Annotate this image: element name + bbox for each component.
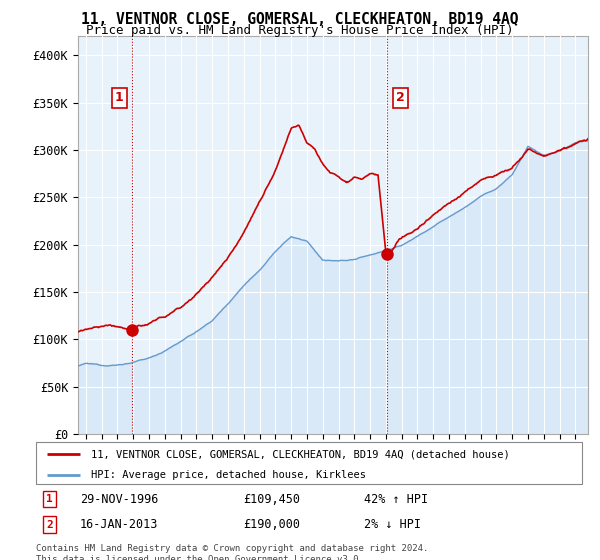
Text: 16-JAN-2013: 16-JAN-2013	[80, 519, 158, 531]
Text: 1: 1	[46, 494, 53, 504]
Text: 2: 2	[46, 520, 53, 530]
Text: £190,000: £190,000	[244, 519, 301, 531]
FancyBboxPatch shape	[36, 442, 582, 484]
Text: 29-NOV-1996: 29-NOV-1996	[80, 493, 158, 506]
Text: 1: 1	[115, 91, 124, 104]
Text: 2% ↓ HPI: 2% ↓ HPI	[364, 519, 421, 531]
Text: 2: 2	[397, 91, 405, 104]
Text: £109,450: £109,450	[244, 493, 301, 506]
Text: HPI: Average price, detached house, Kirklees: HPI: Average price, detached house, Kirk…	[91, 470, 365, 480]
Text: Price paid vs. HM Land Registry's House Price Index (HPI): Price paid vs. HM Land Registry's House …	[86, 24, 514, 36]
Text: Contains HM Land Registry data © Crown copyright and database right 2024.
This d: Contains HM Land Registry data © Crown c…	[36, 544, 428, 560]
Text: 11, VENTNOR CLOSE, GOMERSAL, CLECKHEATON, BD19 4AQ (detached house): 11, VENTNOR CLOSE, GOMERSAL, CLECKHEATON…	[91, 449, 509, 459]
Text: 11, VENTNOR CLOSE, GOMERSAL, CLECKHEATON, BD19 4AQ: 11, VENTNOR CLOSE, GOMERSAL, CLECKHEATON…	[81, 12, 519, 27]
Text: 42% ↑ HPI: 42% ↑ HPI	[364, 493, 428, 506]
